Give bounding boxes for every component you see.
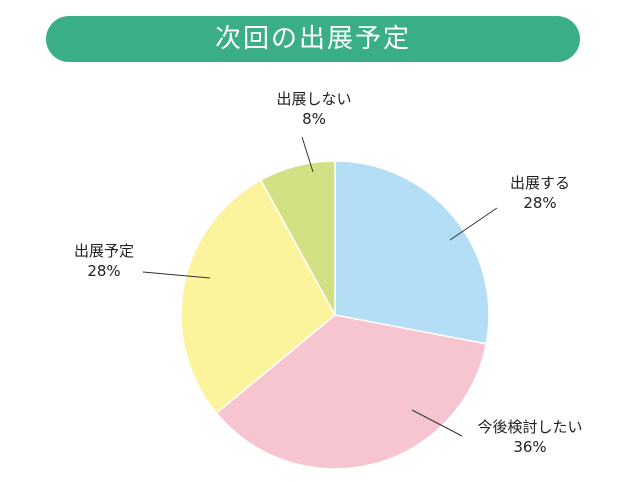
pie-slice-2 xyxy=(215,314,488,470)
leader-lines xyxy=(142,136,498,437)
leader-line-4 xyxy=(301,136,314,173)
slice-label-4: 出展しない xyxy=(276,90,351,108)
slice-label-2: 今後検討したい xyxy=(477,418,582,436)
leader-line-2 xyxy=(411,409,463,437)
slice-label-3: 出展予定 xyxy=(74,242,134,260)
leader-line-1 xyxy=(449,207,498,241)
pie-slice-1 xyxy=(334,160,490,345)
slice-percent-4: 8% xyxy=(302,110,326,128)
chart-title: 次回の出展予定 xyxy=(214,24,411,54)
pie-slices xyxy=(180,160,490,470)
leader-line-3 xyxy=(142,271,211,279)
pie-slice-4 xyxy=(259,160,336,316)
slice-percent-3: 28% xyxy=(87,262,120,280)
slice-labels: 出展する 28% 今後検討したい 36% 出展予定 28% 出展しない 8% xyxy=(74,90,583,456)
slice-percent-1: 28% xyxy=(523,194,556,212)
slice-label-1: 出展する xyxy=(510,174,570,192)
pie-slice-3 xyxy=(180,179,336,415)
slice-percent-2: 36% xyxy=(513,438,546,456)
title-banner: 次回の出展予定 xyxy=(46,16,580,62)
